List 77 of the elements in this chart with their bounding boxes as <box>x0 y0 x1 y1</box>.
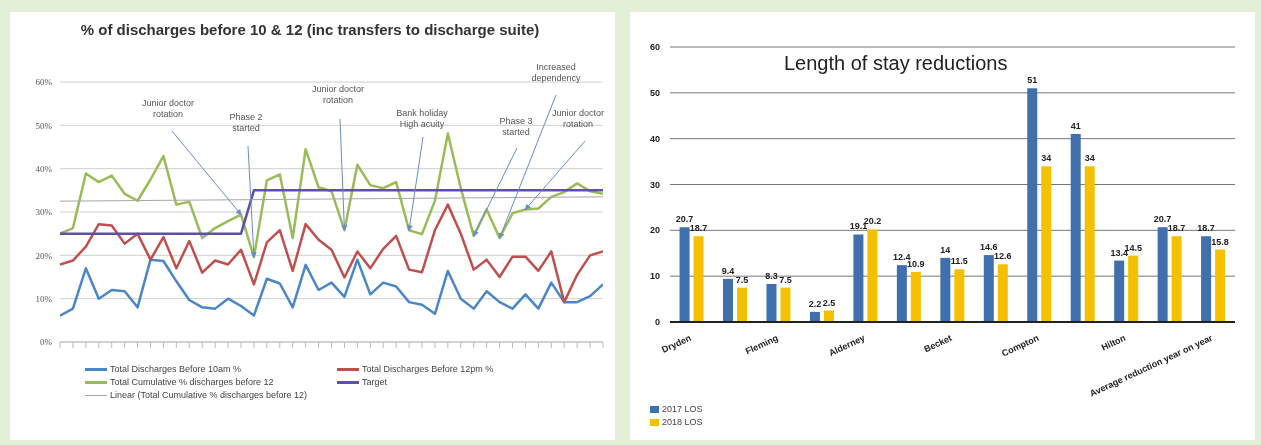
bar <box>1084 166 1095 322</box>
legend-label: Total Discharges Before 10am % <box>110 364 242 374</box>
chart-title: Length of stay reductions <box>780 52 1012 75</box>
bar <box>1201 236 1212 322</box>
data-label: 18.7 <box>1167 223 1186 234</box>
bar <box>1070 134 1081 322</box>
bar <box>1027 88 1038 322</box>
y-tick-label: 40 <box>649 133 660 144</box>
data-label: 20.7 <box>675 214 694 225</box>
data-label: 8.3 <box>765 270 778 281</box>
x-tick-label: Hilton <box>1099 332 1128 353</box>
data-label: 34 <box>1084 153 1095 164</box>
y-tick-label: 40% <box>35 163 53 174</box>
data-label: 20.7 <box>1153 214 1172 225</box>
chart-title: % of discharges before 10 & 12 (inc transfers to discharge suite) <box>79 20 541 39</box>
data-label: 7.5 <box>779 274 792 285</box>
bar <box>1041 166 1052 322</box>
bar <box>940 257 951 322</box>
data-label: 41 <box>1070 121 1081 132</box>
bar <box>1171 236 1182 322</box>
data-label: 14 <box>940 244 951 255</box>
bar <box>1128 255 1139 322</box>
y-tick-label: 30 <box>649 179 660 190</box>
bar <box>1157 227 1168 322</box>
bar <box>737 287 748 322</box>
data-label: 7.5 <box>735 274 749 285</box>
annotation: Junior doctor rotation <box>311 84 365 106</box>
legend-label: Linear (Total Cumulative % discharges before 12) <box>110 390 308 400</box>
y-tick-label: 0% <box>40 337 53 348</box>
legend-label: Total Cumulative % discharges before 12 <box>110 377 274 387</box>
y-tick-label: 10% <box>35 293 53 304</box>
bar <box>853 234 864 322</box>
legend-label: Target <box>362 377 388 387</box>
y-tick-label: 30% <box>35 207 53 218</box>
data-label: 18.7 <box>689 223 708 234</box>
data-label: 11.5 <box>950 256 968 267</box>
data-label: 34 <box>1041 153 1052 164</box>
data-label: 51 <box>1027 75 1038 86</box>
annotation: Bank holiday High acuity <box>395 108 449 130</box>
bar <box>679 227 690 322</box>
bar <box>1114 260 1125 322</box>
bar <box>867 229 878 322</box>
data-label: 2.5 <box>822 297 836 308</box>
y-tick-label: 50 <box>649 87 660 98</box>
bar <box>766 283 777 322</box>
bar <box>896 265 907 322</box>
line-series <box>60 258 603 317</box>
bar <box>954 269 965 322</box>
y-tick-label: 60 <box>649 42 660 52</box>
y-tick-label: 0 <box>654 317 660 327</box>
y-tick-label: 10 <box>649 271 660 282</box>
legend-label: 2018 LOS <box>662 417 703 427</box>
annotation: Junior doctor rotation <box>141 98 195 120</box>
y-tick-label: 50% <box>35 120 53 131</box>
line-series <box>60 203 603 304</box>
bar <box>1215 249 1226 322</box>
bar <box>910 272 921 322</box>
data-label: 12.6 <box>994 251 1012 262</box>
annotation: Increased dependency <box>530 62 582 84</box>
y-tick-label: 20% <box>35 250 53 261</box>
y-tick-label: 60% <box>35 77 53 88</box>
bar <box>983 255 994 322</box>
bar <box>997 264 1008 322</box>
bar <box>780 287 791 322</box>
data-label: 15.8 <box>1211 236 1229 247</box>
annotation: Phase 3 started <box>498 116 534 138</box>
data-label: 18.7 <box>1197 223 1215 234</box>
bar <box>723 278 734 322</box>
legend-label: 2017 LOS <box>662 404 703 414</box>
y-tick-label: 20 <box>649 225 660 236</box>
data-label: 14.6 <box>980 242 998 253</box>
data-label: 9.4 <box>721 265 735 276</box>
bar <box>693 236 704 322</box>
legend-label: Total Discharges Before 12pm % <box>362 364 494 374</box>
data-label: 2.2 <box>808 298 822 309</box>
annotation: Junior doctor rotation <box>551 108 605 130</box>
annotation: Phase 2 started <box>228 112 264 134</box>
